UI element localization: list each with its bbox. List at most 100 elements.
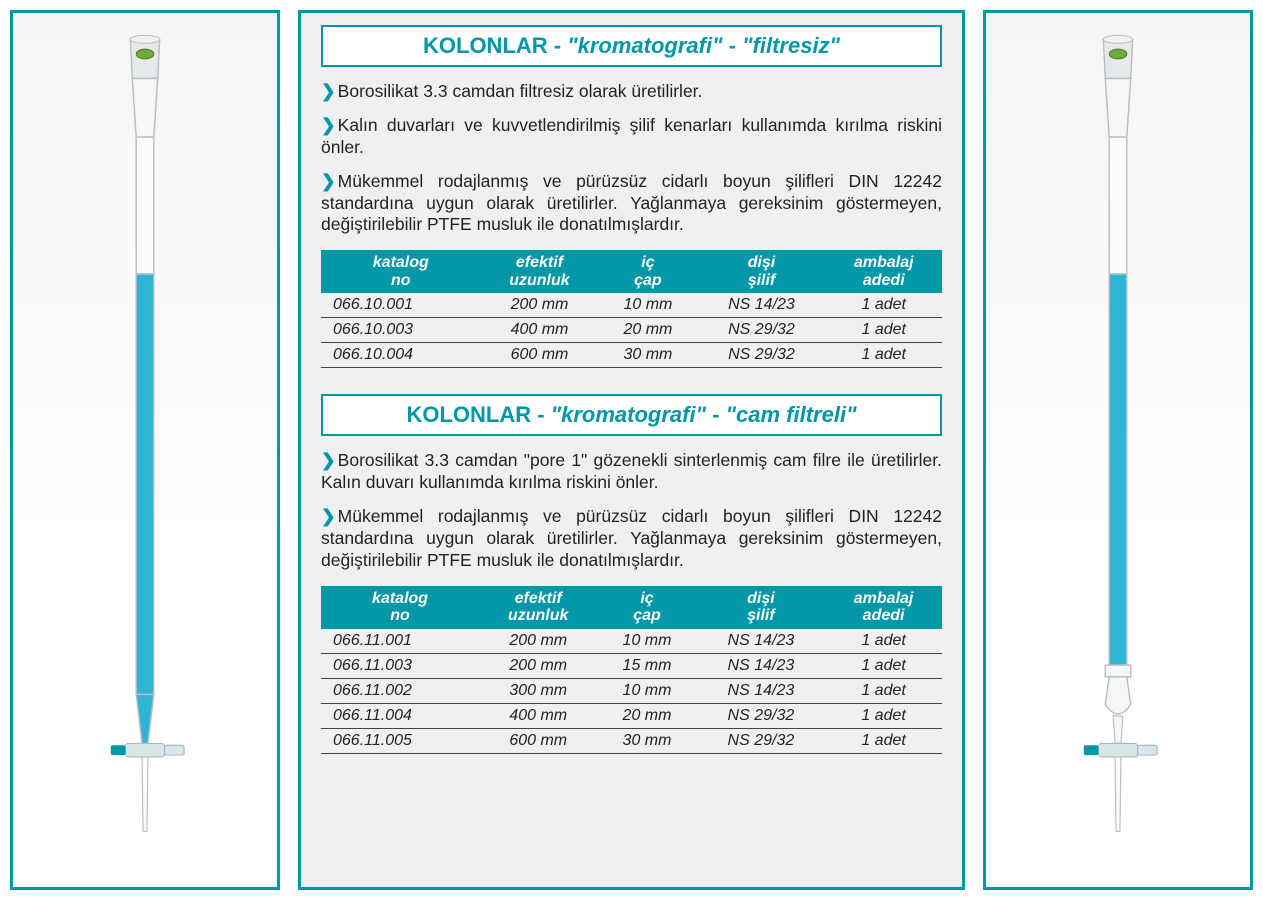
- th-l1: ambalaj: [854, 254, 914, 271]
- table-cell: NS 29/32: [697, 729, 825, 754]
- bullet-text: Borosilikat 3.3 camdan filtresiz olarak …: [338, 81, 703, 101]
- th-l1: iç: [640, 590, 653, 607]
- title-quoted-2: "filtresiz": [742, 33, 840, 58]
- table-cell: 600 mm: [481, 343, 599, 368]
- chevron-right-icon: ❯: [321, 81, 336, 101]
- th-l1: katalog: [373, 254, 429, 271]
- th-l2: şilif: [748, 272, 776, 289]
- title-quoted-2: "cam filtreli": [726, 402, 857, 427]
- table-cell: NS 14/23: [697, 679, 825, 704]
- th-l1: iç: [641, 254, 654, 271]
- chromatography-column-right-icon: [986, 13, 1250, 887]
- table-cell: NS 14/23: [697, 293, 825, 318]
- table-cell: 066.10.003: [321, 318, 481, 343]
- th-katalog: katalogno: [321, 250, 481, 293]
- table-cell: 1 adet: [825, 704, 942, 729]
- table-cell: 066.11.003: [321, 654, 479, 679]
- th-l2: no: [391, 272, 411, 289]
- title-sep: -: [706, 402, 726, 427]
- th-efektif: efektifuzunluk: [481, 250, 599, 293]
- bullet-text: Mükemmel rodajlanmış ve pürüzsüz cidarlı…: [321, 171, 942, 235]
- table-row: 066.11.005600 mm30 mmNS 29/321 adet: [321, 729, 942, 754]
- th-l2: uzunluk: [508, 607, 568, 624]
- th-l1: dişi: [747, 590, 775, 607]
- table-cell: 200 mm: [479, 629, 597, 654]
- table-cell: 066.11.005: [321, 729, 479, 754]
- bullet-text: Kalın duvarları ve kuvvetlendirilmiş şil…: [321, 115, 942, 157]
- table-cell: 066.10.001: [321, 293, 481, 318]
- table-cell: 1 adet: [826, 343, 943, 368]
- content-panel: KOLONLAR - "kromatografi" - "filtresiz" …: [298, 10, 965, 890]
- table-cell: 300 mm: [479, 679, 597, 704]
- table-cell: 10 mm: [597, 629, 696, 654]
- table-row: 066.10.001200 mm10 mmNS 14/231 adet: [321, 293, 942, 318]
- bullet-item: ❯Borosilikat 3.3 camdan "pore 1" gözenek…: [321, 450, 942, 494]
- section1-title: KOLONLAR - "kromatografi" - "filtresiz": [321, 25, 942, 67]
- th-l2: adedi: [863, 607, 905, 624]
- th-l2: no: [390, 607, 410, 624]
- th-ic-cap: iççap: [597, 586, 696, 629]
- chevron-right-icon: ❯: [321, 450, 336, 470]
- table-cell: NS 14/23: [697, 654, 825, 679]
- table-cell: 30 mm: [598, 343, 697, 368]
- table-cell: 1 adet: [825, 629, 942, 654]
- th-ic-cap: iççap: [598, 250, 697, 293]
- th-l2: adedi: [863, 272, 905, 289]
- table-cell: 066.11.001: [321, 629, 479, 654]
- th-l1: ambalaj: [854, 590, 914, 607]
- table-row: 066.11.001200 mm10 mmNS 14/231 adet: [321, 629, 942, 654]
- section2-bullets: ❯Borosilikat 3.3 camdan "pore 1" gözenek…: [321, 450, 942, 571]
- left-product-image: [10, 10, 280, 890]
- th-efektif: efektifuzunluk: [479, 586, 597, 629]
- table-cell: 200 mm: [479, 654, 597, 679]
- title-sep: -: [723, 33, 743, 58]
- table-cell: 1 adet: [826, 318, 943, 343]
- th-katalog: katalogno: [321, 586, 479, 629]
- section1-bullets: ❯Borosilikat 3.3 camdan filtresiz olarak…: [321, 81, 942, 236]
- table-cell: 10 mm: [598, 293, 697, 318]
- th-l1: katalog: [372, 590, 428, 607]
- th-l1: efektif: [515, 590, 562, 607]
- chromatography-column-left-icon: [13, 13, 277, 887]
- bullet-item: ❯Borosilikat 3.3 camdan filtresiz olarak…: [321, 81, 942, 103]
- table-cell: 400 mm: [479, 704, 597, 729]
- bullet-text: Borosilikat 3.3 camdan "pore 1" gözenekl…: [321, 450, 942, 492]
- th-ambalaj: ambalajadedi: [825, 586, 942, 629]
- table-row: 066.11.003200 mm15 mmNS 14/231 adet: [321, 654, 942, 679]
- chevron-right-icon: ❯: [321, 115, 336, 135]
- table-cell: 600 mm: [479, 729, 597, 754]
- th-disi-silif: dişişilif: [697, 586, 825, 629]
- bullet-text: Mükemmel rodajlanmış ve pürüzsüz cidarlı…: [321, 506, 942, 570]
- right-product-image: [983, 10, 1253, 890]
- table-cell: NS 29/32: [697, 343, 825, 368]
- chevron-right-icon: ❯: [321, 171, 336, 191]
- table-row: 066.10.004600 mm30 mmNS 29/321 adet: [321, 343, 942, 368]
- table-header-row: katalogno efektifuzunluk iççap dişişilif…: [321, 586, 942, 629]
- th-l2: çap: [633, 607, 661, 624]
- th-l1: dişi: [748, 254, 776, 271]
- table-row: 066.11.002300 mm10 mmNS 14/231 adet: [321, 679, 942, 704]
- th-l2: şilif: [747, 607, 775, 624]
- section2-spec-table: katalogno efektifuzunluk iççap dişişilif…: [321, 586, 942, 754]
- table-cell: NS 29/32: [697, 704, 825, 729]
- table-header-row: katalogno efektifuzunluk iççap dişişilif…: [321, 250, 942, 293]
- section2-title: KOLONLAR - "kromatografi" - "cam filtrel…: [321, 394, 942, 436]
- th-ambalaj: ambalajadedi: [826, 250, 943, 293]
- table-row: 066.11.004400 mm20 mmNS 29/321 adet: [321, 704, 942, 729]
- title-quoted-1: "kromatografi": [551, 402, 706, 427]
- bullet-item: ❯Mükemmel rodajlanmış ve pürüzsüz cidarl…: [321, 171, 942, 237]
- table-cell: 200 mm: [481, 293, 599, 318]
- table-cell: 1 adet: [826, 293, 943, 318]
- table-cell: 1 adet: [825, 679, 942, 704]
- table-cell: 10 mm: [597, 679, 696, 704]
- table-cell: 20 mm: [598, 318, 697, 343]
- table-row: 066.10.003400 mm20 mmNS 29/321 adet: [321, 318, 942, 343]
- table-cell: NS 14/23: [697, 629, 825, 654]
- table-cell: 20 mm: [597, 704, 696, 729]
- table-cell: 30 mm: [597, 729, 696, 754]
- table-cell: 1 adet: [825, 729, 942, 754]
- chevron-right-icon: ❯: [321, 506, 336, 526]
- table-cell: 066.10.004: [321, 343, 481, 368]
- bullet-item: ❯Mükemmel rodajlanmış ve pürüzsüz cidarl…: [321, 506, 942, 572]
- table-cell: 066.11.004: [321, 704, 479, 729]
